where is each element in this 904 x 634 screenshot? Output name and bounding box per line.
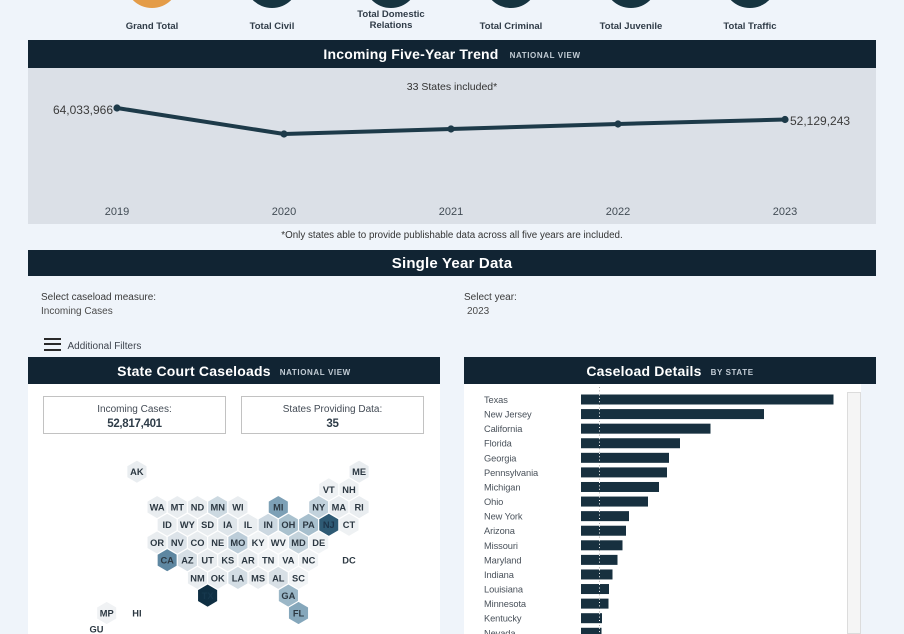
svg-text:LA: LA — [232, 573, 245, 583]
svg-text:Nevada: Nevada — [484, 628, 516, 634]
svg-text:Minnesota: Minnesota — [484, 599, 527, 609]
svg-text:ND: ND — [191, 503, 205, 513]
svg-text:MO: MO — [230, 538, 245, 548]
svg-text:OK: OK — [211, 573, 225, 583]
svg-text:NJ: NJ — [323, 520, 335, 530]
svg-text:Texas: Texas — [484, 395, 508, 405]
svg-text:UT: UT — [201, 556, 214, 566]
svg-text:NY: NY — [312, 503, 326, 513]
svg-text:GA: GA — [281, 591, 295, 601]
svg-text:TN: TN — [262, 556, 275, 566]
svg-text:WI: WI — [232, 503, 243, 513]
svg-text:Maryland: Maryland — [484, 555, 521, 565]
svg-text:NE: NE — [211, 538, 224, 548]
svg-text:MA: MA — [332, 503, 347, 513]
svg-text:IL: IL — [244, 520, 253, 530]
svg-text:MN: MN — [210, 503, 225, 513]
svg-text:MT: MT — [171, 503, 185, 513]
svg-text:TX: TX — [202, 591, 215, 601]
svg-text:DE: DE — [312, 538, 325, 548]
svg-text:OR: OR — [150, 538, 164, 548]
svg-text:Michigan: Michigan — [484, 482, 520, 492]
svg-text:Indiana: Indiana — [484, 570, 515, 580]
svg-text:ME: ME — [352, 467, 366, 477]
svg-text:New Jersey: New Jersey — [484, 410, 532, 420]
svg-text:PA: PA — [302, 520, 315, 530]
svg-text:SD: SD — [201, 520, 214, 530]
svg-text:SC: SC — [292, 573, 305, 583]
svg-text:Pennsylvania: Pennsylvania — [484, 468, 539, 478]
svg-text:CO: CO — [191, 538, 205, 548]
svg-text:WA: WA — [150, 503, 165, 513]
svg-text:NM: NM — [190, 573, 205, 583]
svg-text:MD: MD — [291, 538, 306, 548]
svg-text:IA: IA — [223, 520, 233, 530]
svg-text:ID: ID — [163, 520, 173, 530]
svg-text:Georgia: Georgia — [484, 453, 517, 463]
svg-text:New York: New York — [484, 512, 523, 522]
svg-text:AL: AL — [272, 573, 285, 583]
svg-text:California: California — [484, 424, 523, 434]
svg-text:Ohio: Ohio — [484, 497, 503, 507]
svg-text:Louisiana: Louisiana — [484, 585, 524, 595]
svg-text:VT: VT — [323, 485, 335, 495]
svg-text:WY: WY — [180, 520, 196, 530]
svg-text:RI: RI — [354, 503, 363, 513]
svg-text:Kentucky: Kentucky — [484, 614, 522, 624]
svg-text:GU: GU — [90, 624, 104, 634]
svg-text:NC: NC — [302, 556, 316, 566]
svg-text:Missouri: Missouri — [484, 541, 518, 551]
svg-text:DC: DC — [342, 556, 356, 566]
svg-text:KY: KY — [252, 538, 266, 548]
svg-text:OH: OH — [281, 520, 295, 530]
svg-text:CA: CA — [160, 556, 174, 566]
svg-text:MI: MI — [273, 503, 283, 513]
svg-text:NH: NH — [342, 485, 356, 495]
svg-text:Florida: Florida — [484, 439, 513, 449]
svg-text:KS: KS — [221, 556, 234, 566]
svg-text:Arizona: Arizona — [484, 526, 516, 536]
svg-text:HI: HI — [132, 608, 141, 618]
svg-text:WV: WV — [271, 538, 287, 548]
svg-text:FL: FL — [293, 608, 305, 618]
svg-text:MP: MP — [100, 608, 114, 618]
svg-text:AR: AR — [241, 556, 255, 566]
svg-text:IN: IN — [264, 520, 274, 530]
svg-text:NV: NV — [171, 538, 185, 548]
svg-text:VA: VA — [282, 556, 295, 566]
svg-text:MS: MS — [251, 573, 265, 583]
svg-text:AZ: AZ — [181, 556, 194, 566]
svg-text:CT: CT — [343, 520, 356, 530]
svg-text:AK: AK — [130, 467, 144, 477]
